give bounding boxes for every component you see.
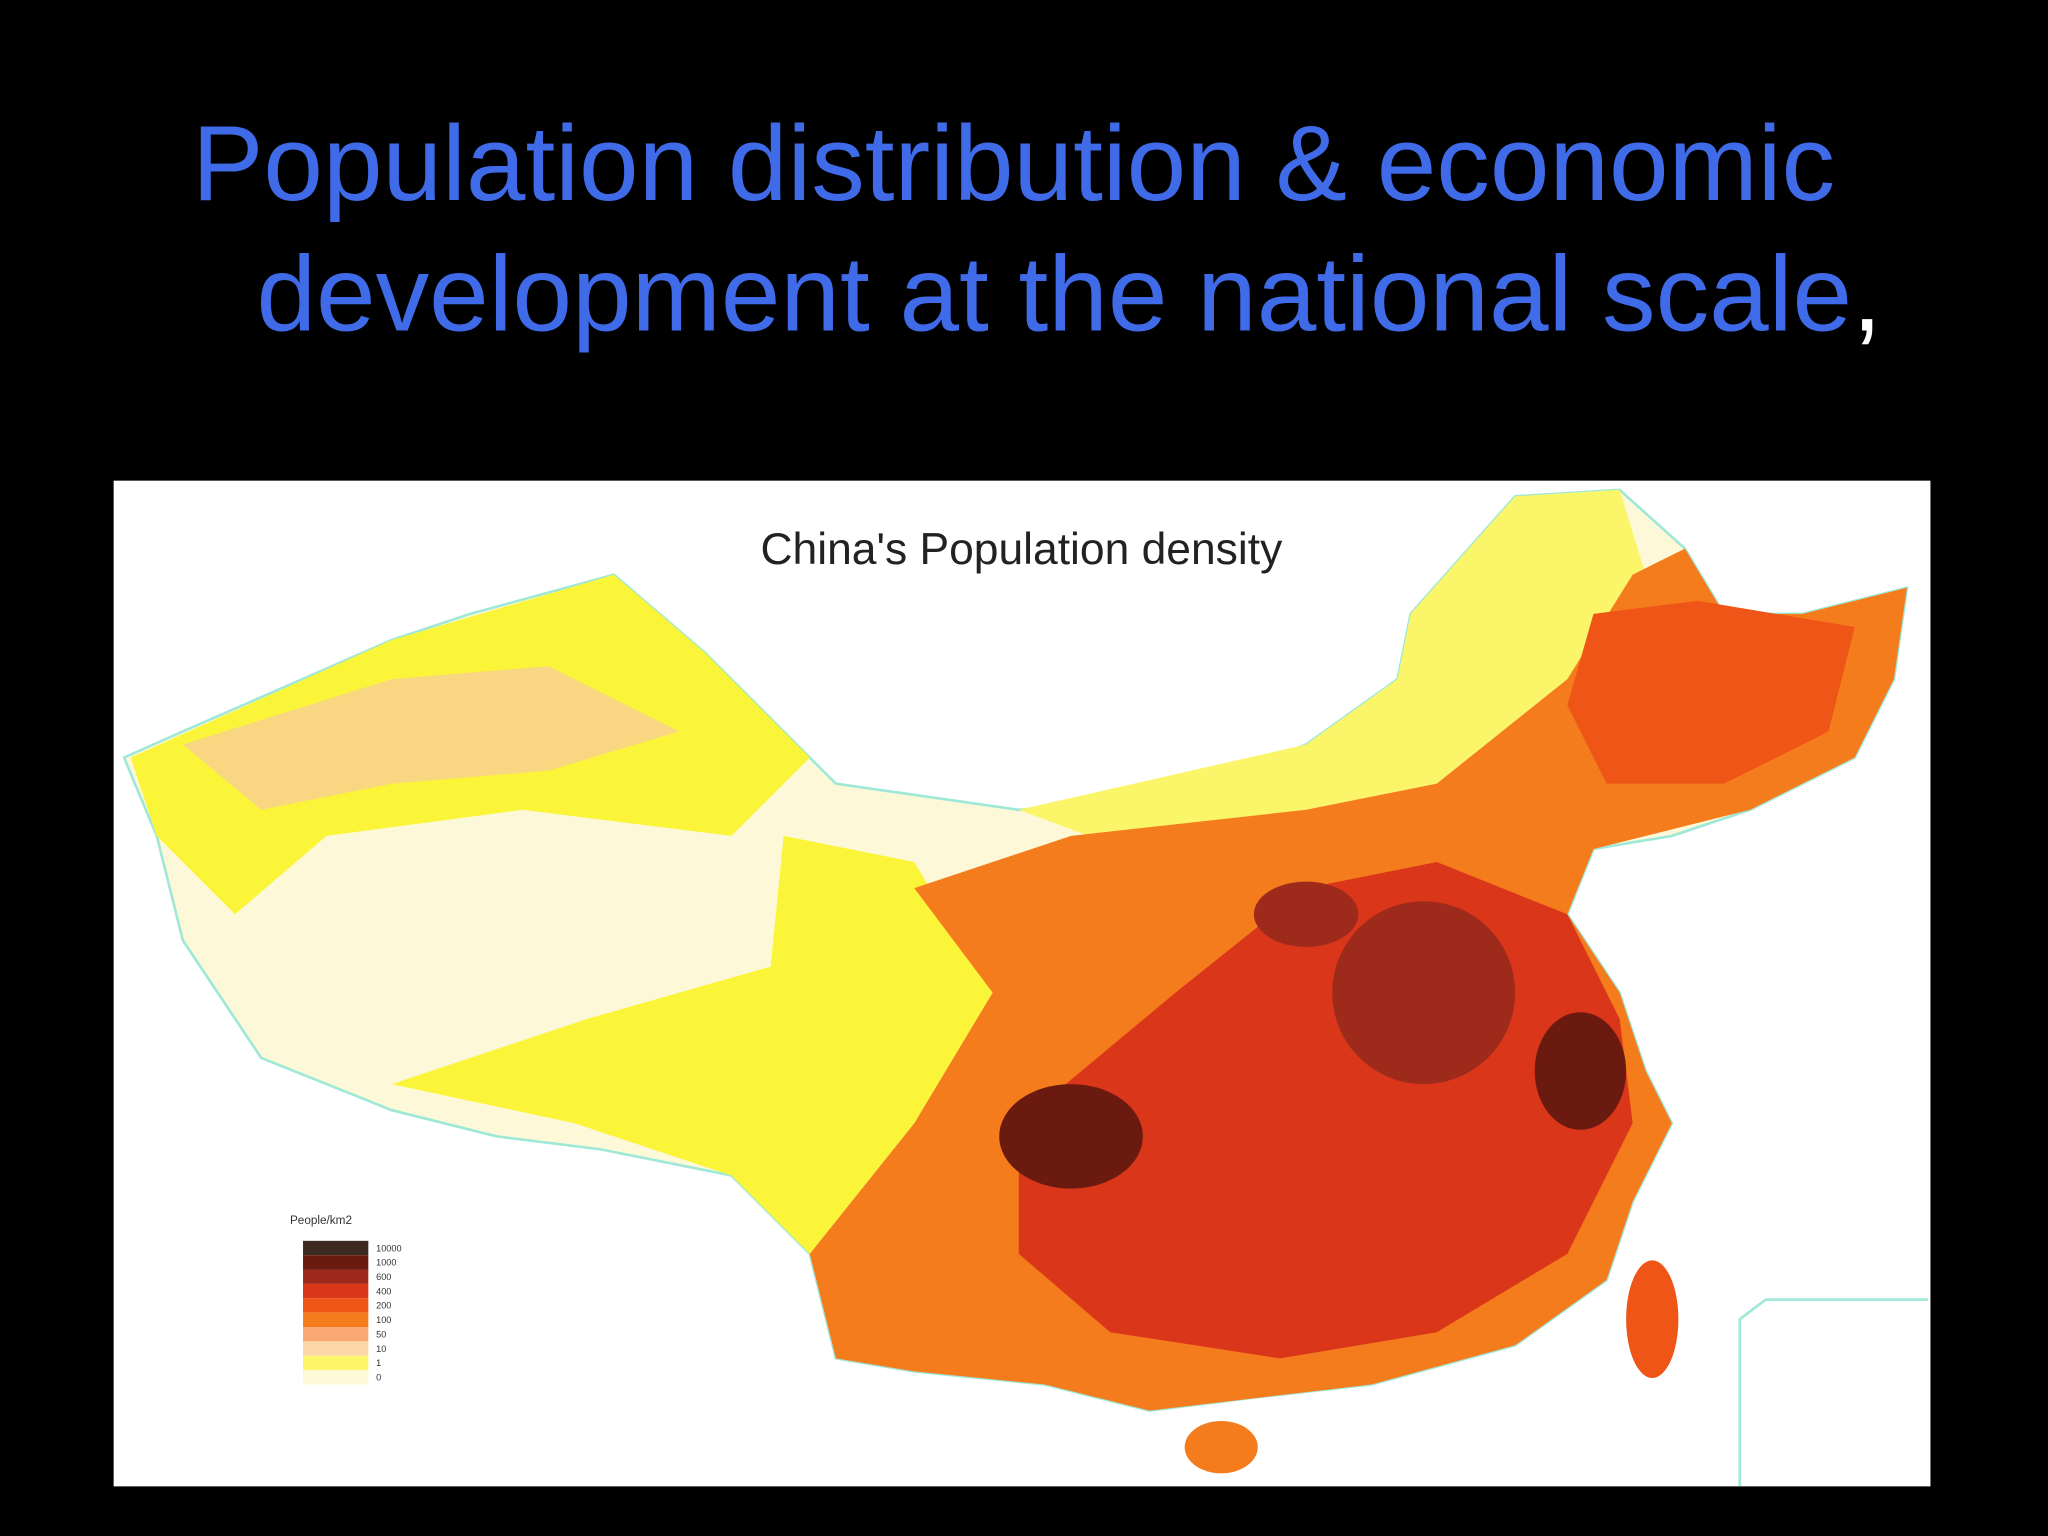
legend-label: 1000 [376, 1258, 396, 1268]
legend-label: 600 [376, 1272, 391, 1282]
legend-swatch [303, 1240, 369, 1256]
map-title: China's Population density [761, 525, 1284, 574]
region [1534, 1012, 1627, 1130]
legend-label: 200 [376, 1301, 391, 1311]
region [1567, 600, 1855, 784]
region [1332, 901, 1516, 1085]
legend-label: 100 [376, 1315, 391, 1325]
legend-swatch [303, 1341, 369, 1356]
legend-label: 10000 [376, 1243, 401, 1253]
island [1626, 1260, 1679, 1378]
legend-swatch [303, 1370, 369, 1385]
slide-title-line: development at the national scale [256, 233, 1852, 353]
map-image [113, 480, 1931, 1487]
inset-frame [1738, 1298, 1928, 1487]
region [391, 835, 993, 1254]
legend-label: 1 [376, 1358, 381, 1368]
legend-swatch [303, 1283, 369, 1299]
legend-label: 0 [376, 1373, 381, 1383]
region [999, 1084, 1143, 1189]
legend-swatch [303, 1255, 369, 1270]
legend-swatch [303, 1269, 369, 1284]
legend-swatch [303, 1355, 369, 1371]
region [182, 666, 680, 810]
legend-label: 50 [376, 1329, 386, 1339]
legend-label: 400 [376, 1286, 391, 1296]
region [1018, 489, 1646, 849]
legend-title: People/km2 [290, 1214, 352, 1227]
legend-swatch [303, 1298, 369, 1313]
island [1184, 1421, 1258, 1474]
legend-swatch [303, 1327, 369, 1342]
slide-title-line: Population distribution & economic [192, 103, 1835, 223]
legend-swatch [303, 1312, 369, 1328]
legend-label: 10 [376, 1344, 386, 1354]
region [1253, 881, 1359, 947]
slide-title-comma: , [1852, 233, 1882, 353]
